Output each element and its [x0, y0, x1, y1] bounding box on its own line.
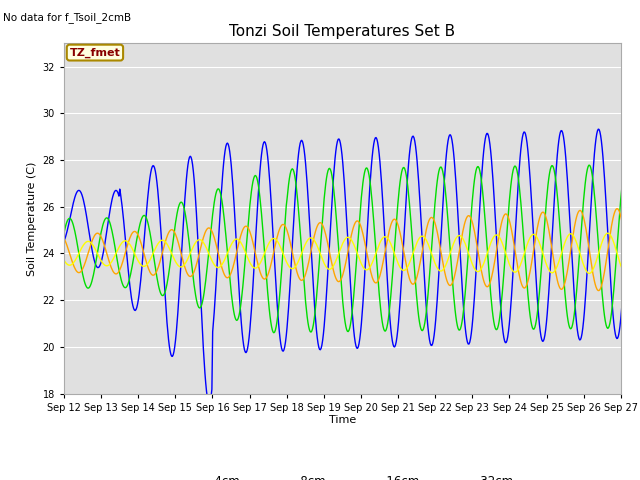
X-axis label: Time: Time: [329, 415, 356, 425]
Y-axis label: Soil Temperature (C): Soil Temperature (C): [27, 161, 37, 276]
Text: TZ_fmet: TZ_fmet: [70, 48, 120, 58]
Title: Tonzi Soil Temperatures Set B: Tonzi Soil Temperatures Set B: [229, 24, 456, 39]
Text: No data for f_Tsoil_2cmB: No data for f_Tsoil_2cmB: [3, 12, 131, 23]
Legend: -4cm, -8cm, -16cm, -32cm: -4cm, -8cm, -16cm, -32cm: [166, 470, 518, 480]
